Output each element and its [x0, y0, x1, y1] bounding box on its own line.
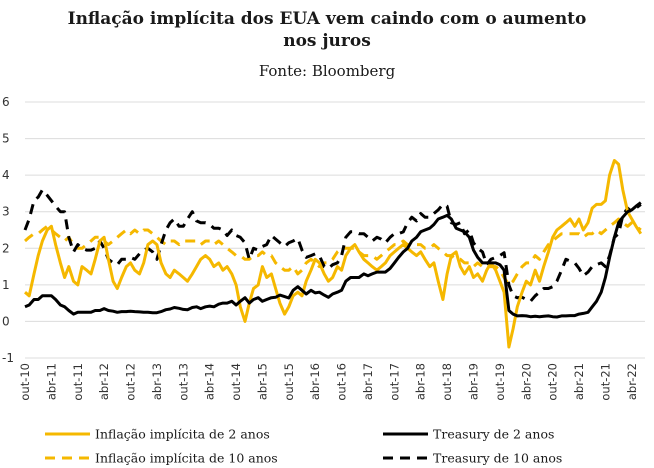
- y-tick-label: 3: [2, 205, 10, 219]
- x-tick-label: abr-11: [44, 363, 58, 400]
- chart-title-line-1: Inflação implícita dos EUA vem caindo co…: [67, 9, 587, 29]
- x-tick-label: out-19: [493, 363, 507, 401]
- series-line-0: [24, 159, 643, 349]
- series-line-1: [24, 217, 642, 287]
- x-tick-label: out-11: [71, 363, 85, 401]
- y-tick-label: 1: [2, 278, 10, 292]
- x-tick-label: abr-17: [361, 363, 375, 400]
- series-line-2: [24, 201, 642, 319]
- x-axis-ticks: out-10 abr-11 out-11 abr-12 out-12 abr-13 out-…: [18, 363, 639, 401]
- x-tick-label: abr-14: [203, 363, 217, 400]
- chart-title-line-2: nos juros: [283, 31, 371, 51]
- x-tick-label: out-12: [124, 363, 138, 401]
- y-tick-label: 4: [2, 168, 10, 182]
- x-tick-label: abr-20: [519, 363, 533, 400]
- y-tick-label: 2: [2, 241, 10, 255]
- legend: Inflação implícita de 2 anos Inflação imp…: [45, 427, 562, 466]
- legend-label-3: Treasury de 10 anos: [433, 451, 562, 466]
- x-tick-label: out-10: [18, 363, 32, 401]
- x-tick-label: out-20: [546, 363, 560, 401]
- x-tick-label: abr-12: [97, 363, 111, 400]
- y-tick-label: -1: [2, 351, 14, 365]
- x-tick-label: abr-18: [414, 363, 428, 400]
- x-tick-label: out-17: [387, 363, 401, 401]
- y-axis-ticks: -1 0 1 2 3 4 5 6: [2, 95, 14, 365]
- x-tick-label: abr-15: [255, 363, 269, 400]
- y-tick-label: 0: [2, 314, 10, 328]
- series-lines: [23, 159, 643, 349]
- x-tick-label: out-15: [282, 363, 296, 401]
- x-tick-label: out-18: [440, 363, 454, 401]
- chart-subtitle: Fonte: Bloomberg: [258, 62, 396, 80]
- legend-label-2: Treasury de 2 anos: [433, 427, 554, 442]
- x-tick-label: abr-19: [467, 363, 481, 400]
- x-tick-label: abr-13: [150, 363, 164, 400]
- x-tick-label: abr-16: [308, 363, 322, 400]
- x-tick-label: out-21: [598, 363, 612, 401]
- legend-label-0: Inflação implícita de 2 anos: [95, 427, 270, 442]
- x-tick-label: abr-22: [625, 363, 639, 400]
- x-tick-label: out-16: [335, 363, 349, 401]
- y-tick-label: 5: [2, 132, 10, 146]
- gridlines: [25, 101, 645, 359]
- x-tick-label: out-13: [176, 363, 190, 401]
- y-tick-label: 6: [2, 95, 10, 109]
- x-tick-label: abr-21: [572, 363, 586, 400]
- chart-title: Inflação implícita dos EUA vem caindo co…: [0, 8, 654, 52]
- series-line-3: [23, 188, 642, 303]
- x-tick-label: out-14: [229, 363, 243, 401]
- legend-label-1: Inflação implícita de 10 anos: [95, 451, 278, 466]
